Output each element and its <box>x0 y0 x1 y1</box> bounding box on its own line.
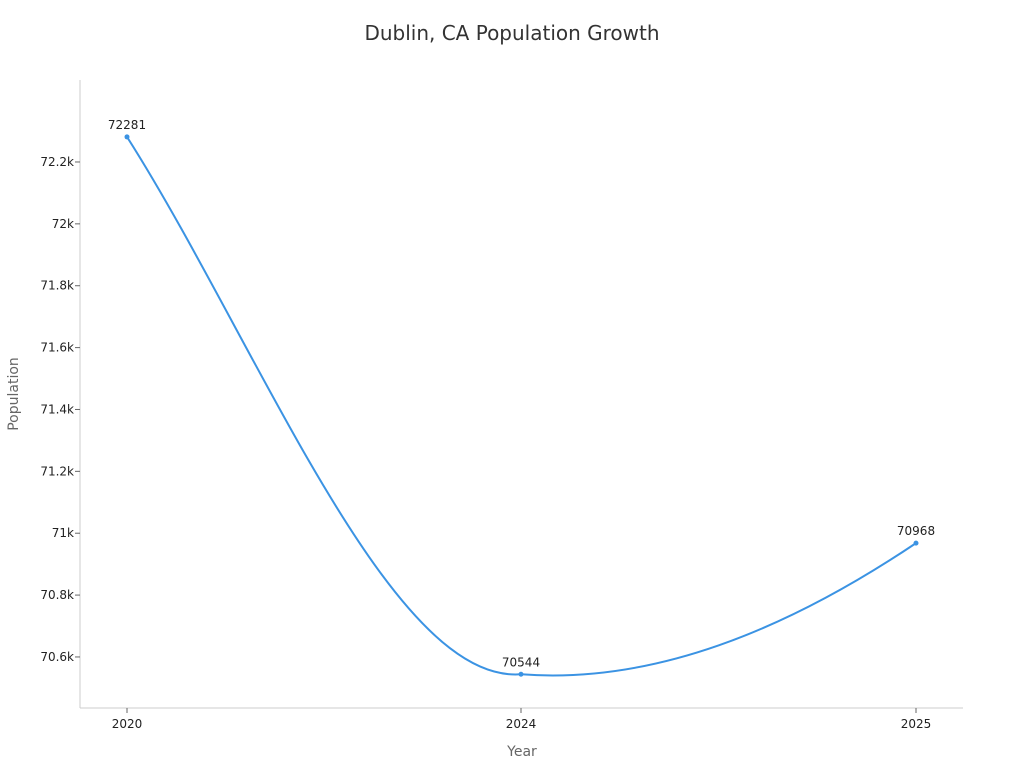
data-points <box>124 134 919 677</box>
x-axis-title: Year <box>506 744 537 760</box>
x-axis-ticks: 2020 2024 2025 <box>112 708 932 731</box>
data-point <box>124 134 130 140</box>
data-labels: 72281 70544 70968 <box>108 118 935 669</box>
x-tick-label: 2024 <box>506 717 537 731</box>
y-axis-ticks: 70.6k 70.8k 71k 71.2k 71.4k 71.6k 71.8k 72k 72.2… <box>40 155 80 664</box>
y-tick-label: 71.8k <box>40 279 74 293</box>
x-tick-label: 2020 <box>112 717 143 731</box>
data-point <box>518 671 524 677</box>
data-point <box>913 540 919 546</box>
y-tick-label: 71.6k <box>40 341 74 355</box>
y-tick-label: 71k <box>52 526 74 540</box>
y-axis-title: Population <box>6 357 22 431</box>
data-label: 70544 <box>502 655 540 669</box>
series-line-population <box>126 136 917 677</box>
y-tick-label: 71.4k <box>40 402 74 416</box>
chart-title: Dublin, CA Population Growth <box>364 21 659 45</box>
y-tick-label: 70.8k <box>40 588 74 602</box>
y-tick-label: 72.2k <box>40 155 74 169</box>
data-label: 72281 <box>108 118 146 132</box>
x-tick-label: 2025 <box>901 717 932 731</box>
y-tick-label: 71.2k <box>40 464 74 478</box>
y-tick-label: 72k <box>52 217 74 231</box>
data-label: 70968 <box>897 524 935 538</box>
y-tick-label: 70.6k <box>40 650 74 664</box>
